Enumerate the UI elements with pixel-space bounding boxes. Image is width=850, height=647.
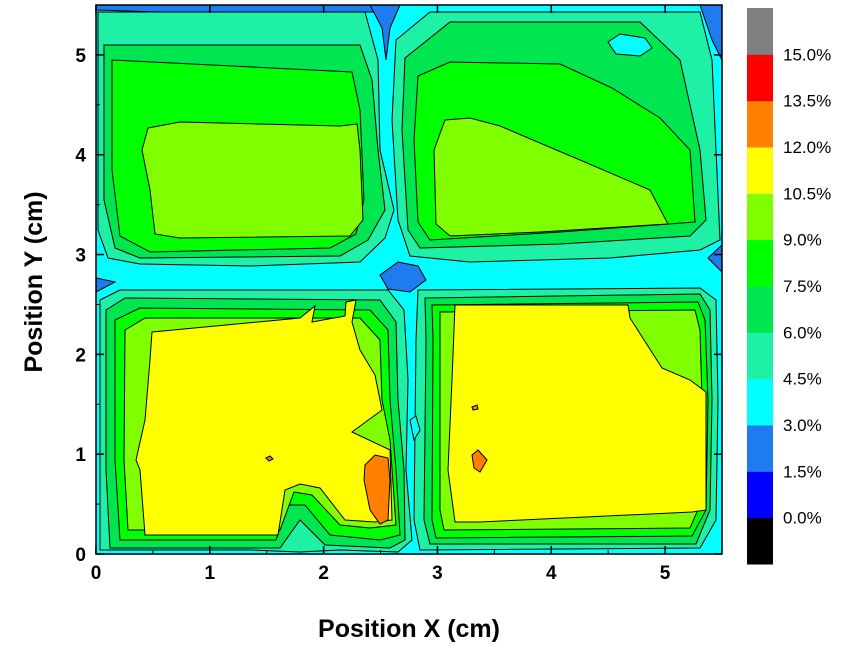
y-tick-label: 5 (75, 46, 86, 67)
colorbar-label: 3.0% (783, 416, 822, 435)
contour-band-ll-dot (265, 455, 274, 462)
colorbar-swatch (747, 54, 773, 102)
x-tick-label: 4 (546, 563, 557, 584)
contour-band-ul-4 (141, 121, 364, 239)
y-tick-label: 0 (75, 545, 86, 566)
contour-band-ur-4 (433, 117, 669, 237)
colorbar-label: 0.0% (783, 509, 822, 528)
x-tick-label: 1 (205, 563, 216, 584)
colorbar-swatch (747, 425, 773, 472)
colorbar-label: 10.5% (783, 184, 831, 203)
plot-frame (95, 4, 723, 555)
colorbar-swatch (747, 378, 773, 426)
contour-band-edge-right (699, 5, 722, 61)
colorbar-swatch (747, 332, 773, 380)
colorbar-label: 9.0% (783, 231, 822, 250)
colorbar-swatch (747, 239, 773, 287)
contour-band-ll-hotspot (363, 454, 391, 525)
colorbar-swatch (747, 517, 773, 565)
colorbar-label: 7.5% (783, 277, 822, 296)
x-tick-label: 2 (318, 563, 329, 584)
contour-band-center-dip (379, 261, 427, 293)
contour-band-ll-5 (135, 299, 393, 536)
colorbar-label: 12.0% (783, 138, 831, 157)
colorbar: 0.0% 1.5% 3.0% 4.5% 6.0% 7.5% 9.0% 10.5% 12.0% 13… (747, 8, 831, 565)
y-axis: 0 1 2 3 4 5 (75, 46, 722, 566)
y-axis-title: Position Y (cm) (20, 191, 48, 372)
x-axis: 0 1 2 3 4 5 (91, 5, 671, 584)
colorbar-swatch (747, 286, 773, 333)
contour-band-lr-5 (447, 304, 707, 523)
colorbar-label: 6.0% (783, 323, 822, 342)
x-axis-title: Position X (cm) (318, 615, 500, 643)
colorbar-swatch (747, 8, 773, 55)
colorbar-swatch (747, 471, 773, 519)
contour-band-center-spike (369, 5, 401, 61)
x-tick-label: 5 (660, 563, 671, 584)
colorbar-label: 15.0% (783, 45, 831, 64)
colorbar-label: 1.5% (783, 462, 822, 481)
colorbar-swatch (747, 147, 773, 194)
contour-band-edge-right-mid (707, 244, 722, 273)
x-tick-label: 0 (91, 563, 102, 584)
y-tick-label: 2 (75, 345, 86, 366)
y-tick-label: 1 (75, 445, 86, 466)
colorbar-label: 4.5% (783, 370, 822, 389)
x-tick-label: 3 (432, 563, 443, 584)
colorbar-swatch (747, 100, 773, 148)
y-tick-label: 3 (75, 246, 86, 267)
contour-band-lr-hotspot (471, 449, 488, 473)
colorbar-label: 13.5% (783, 92, 831, 111)
contour-band-edge-top (96, 5, 381, 13)
contour-plot-area (96, 5, 722, 554)
y-tick-label: 4 (75, 146, 86, 167)
contour-band-left-notch (96, 277, 117, 293)
contour-band-lr-dot (471, 404, 479, 411)
contour-band-mid-notch (409, 415, 421, 442)
colorbar-swatch (747, 193, 773, 241)
contour-band-ur-spot (607, 33, 653, 57)
